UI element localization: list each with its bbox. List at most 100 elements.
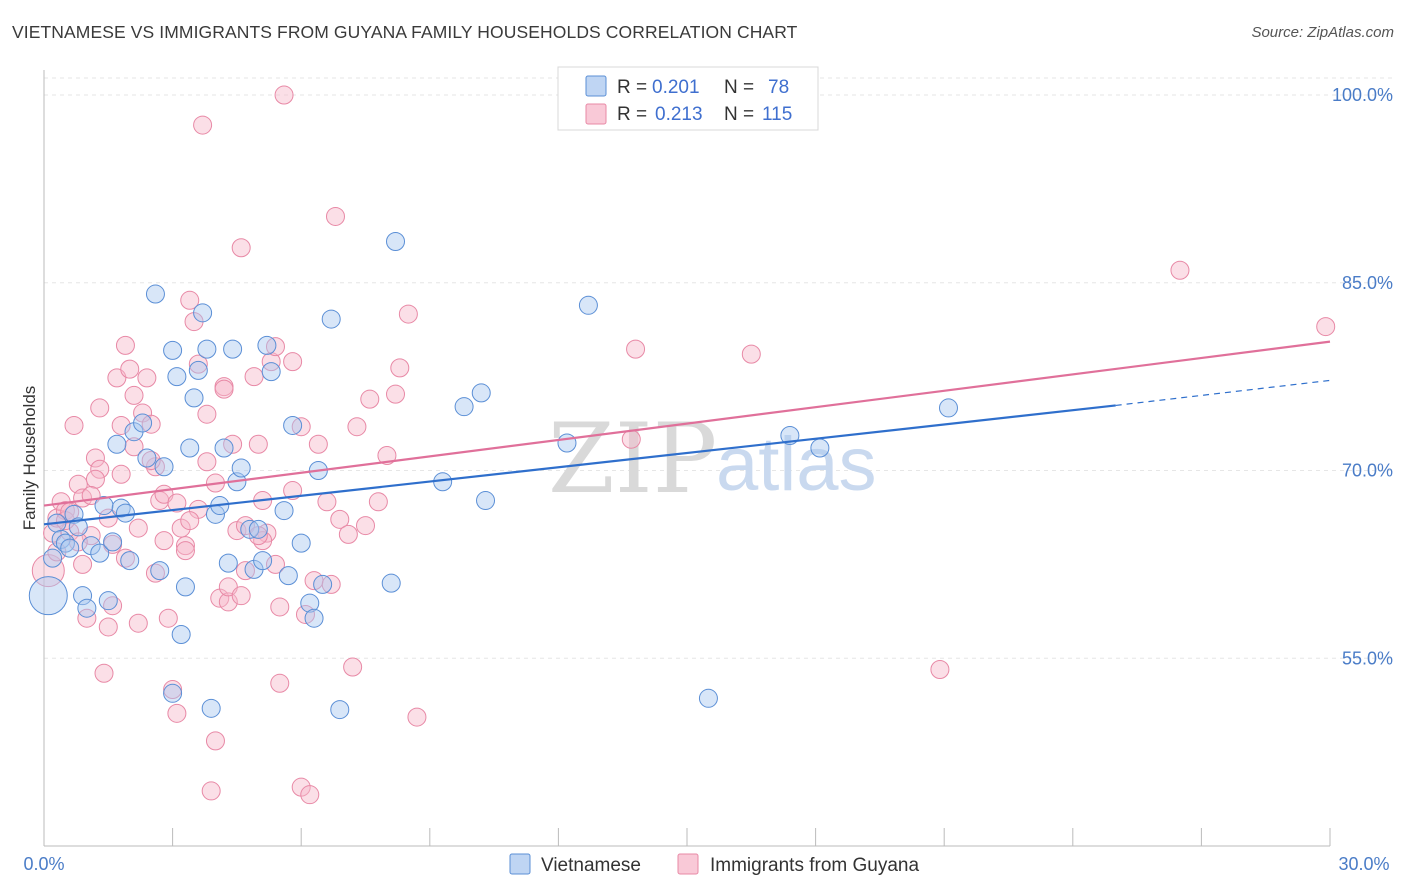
y-axis-label: Family Households [20, 386, 39, 531]
vietnamese-point-5 [60, 538, 80, 558]
vietnamese-point-13 [98, 591, 118, 611]
vietnamese-point-59 [381, 573, 401, 593]
legend-n-label-1: N = [724, 77, 754, 98]
vietnamese-point-62 [454, 397, 474, 417]
legend-swatch-guyana [585, 103, 607, 125]
legend-r-label-1: R = [617, 77, 647, 98]
guyana-point-38 [197, 404, 217, 424]
y-tick-labels: 55.0% 70.0% 85.0% 100.0% [1332, 85, 1393, 668]
y-tick-label-2: 85.0% [1342, 273, 1393, 293]
guyana-point-37 [193, 115, 213, 135]
vietnamese-point-18 [120, 551, 140, 571]
guyana-point-22 [128, 613, 148, 633]
vietnamese-point-6 [64, 504, 84, 524]
trend-line-guyana [43, 340, 1331, 507]
guyana-point-99 [73, 554, 93, 574]
vietnamese-point-63 [471, 383, 491, 403]
x-tick-label-max: 30.0% [1338, 854, 1389, 874]
vietnamese-point-34 [197, 339, 217, 359]
y-tick-label-1: 70.0% [1342, 461, 1393, 481]
guyana-point-110 [270, 597, 290, 617]
vietnamese-point-0 [28, 576, 68, 616]
vietnamese-point-39 [218, 553, 238, 573]
legend-swatch-vietnamese [585, 75, 607, 97]
guyana-point-39 [201, 781, 221, 801]
guyana-point-82 [124, 385, 144, 405]
guyana-point-9 [77, 608, 97, 628]
guyana-point-69 [390, 358, 410, 378]
guyana-point-29 [158, 608, 178, 628]
guyana-point-12 [90, 398, 110, 418]
vietnamese-point-45 [248, 519, 268, 539]
guyana-point-49 [248, 434, 268, 454]
guyana-point-20 [120, 359, 140, 379]
guyana-point-46 [231, 238, 251, 258]
vietnamese-point-67 [698, 688, 718, 708]
guyana-point-72 [626, 339, 646, 359]
guyana-point-107 [214, 379, 234, 399]
vietnamese-point-22 [145, 284, 165, 304]
vietnamese-point-65 [557, 433, 577, 453]
watermark-atlas: atlas [716, 422, 877, 507]
bottom-legend-swatch-vietnamese [509, 853, 531, 875]
guyana-point-64 [347, 417, 367, 437]
vietnamese-point-7 [68, 517, 88, 537]
guyana-point-6 [64, 415, 84, 435]
vietnamese-point-47 [257, 335, 277, 355]
vietnamese-point-9 [77, 598, 97, 618]
guyana-point-15 [98, 617, 118, 637]
vietnamese-point-56 [313, 574, 333, 594]
legend-n-value-2: 115 [762, 104, 792, 125]
guyana-point-63 [343, 657, 363, 677]
vietnamese-point-17 [115, 503, 135, 523]
guyana-point-85 [167, 493, 187, 513]
x-tick-label-min: 0.0% [23, 854, 64, 874]
guyana-point-34 [180, 290, 200, 310]
vietnamese-point-33 [193, 303, 213, 323]
guyana-point-76 [1316, 317, 1336, 337]
guyana-point-33 [175, 536, 195, 556]
vietnamese-point-30 [180, 438, 200, 458]
vietnamese-point-25 [163, 340, 183, 360]
guyana-point-61 [317, 492, 337, 512]
vietnamese-point-28 [171, 624, 191, 644]
x-axis-ticks [43, 828, 1331, 846]
vietnamese-point-46 [253, 551, 273, 571]
legend-r-value-2: 0.213 [655, 104, 703, 125]
guyana-point-14 [94, 663, 114, 683]
vietnamese-point-40 [223, 339, 243, 359]
vietnamese-point-27 [167, 367, 187, 387]
guyana-point-84 [154, 531, 174, 551]
guyana-point-40 [205, 731, 225, 751]
series-guyana-points [31, 85, 1336, 805]
vietnamese-point-70 [938, 398, 958, 418]
guyana-point-21 [124, 437, 144, 457]
guyana-point-65 [360, 389, 380, 409]
vietnamese-point-24 [154, 457, 174, 477]
vietnamese-point-14 [103, 532, 123, 552]
guyana-point-19 [115, 335, 135, 355]
vietnamese-point-52 [291, 533, 311, 553]
vietnamese-point-58 [330, 700, 350, 720]
trend-line-vietnamese [43, 404, 1116, 526]
vietnamese-point-48 [261, 362, 281, 382]
bottom-legend-label-guyana: Immigrants from Guyana [710, 855, 919, 876]
y-tick-label-0: 55.0% [1342, 648, 1393, 668]
vietnamese-point-38 [214, 438, 234, 458]
guyana-point-74 [930, 660, 950, 680]
vietnamese-point-21 [137, 448, 157, 468]
guyana-point-93 [283, 481, 303, 501]
vietnamese-point-8 [73, 586, 93, 606]
legend-n-value-1: 78 [768, 77, 789, 98]
guyana-point-75 [1170, 260, 1190, 280]
vietnamese-point-11 [90, 543, 110, 563]
series-legend: Vietnamese Immigrants from Guyana [509, 853, 919, 876]
chart-title: VIETNAMESE VS IMMIGRANTS FROM GUYANA FAM… [12, 22, 798, 42]
guyana-point-59 [300, 785, 320, 805]
guyana-point-13 [90, 459, 110, 479]
guyana-point-11 [85, 448, 105, 468]
guyana-point-52 [261, 352, 281, 372]
guyana-point-70 [398, 304, 418, 324]
guyana-point-67 [377, 445, 397, 465]
